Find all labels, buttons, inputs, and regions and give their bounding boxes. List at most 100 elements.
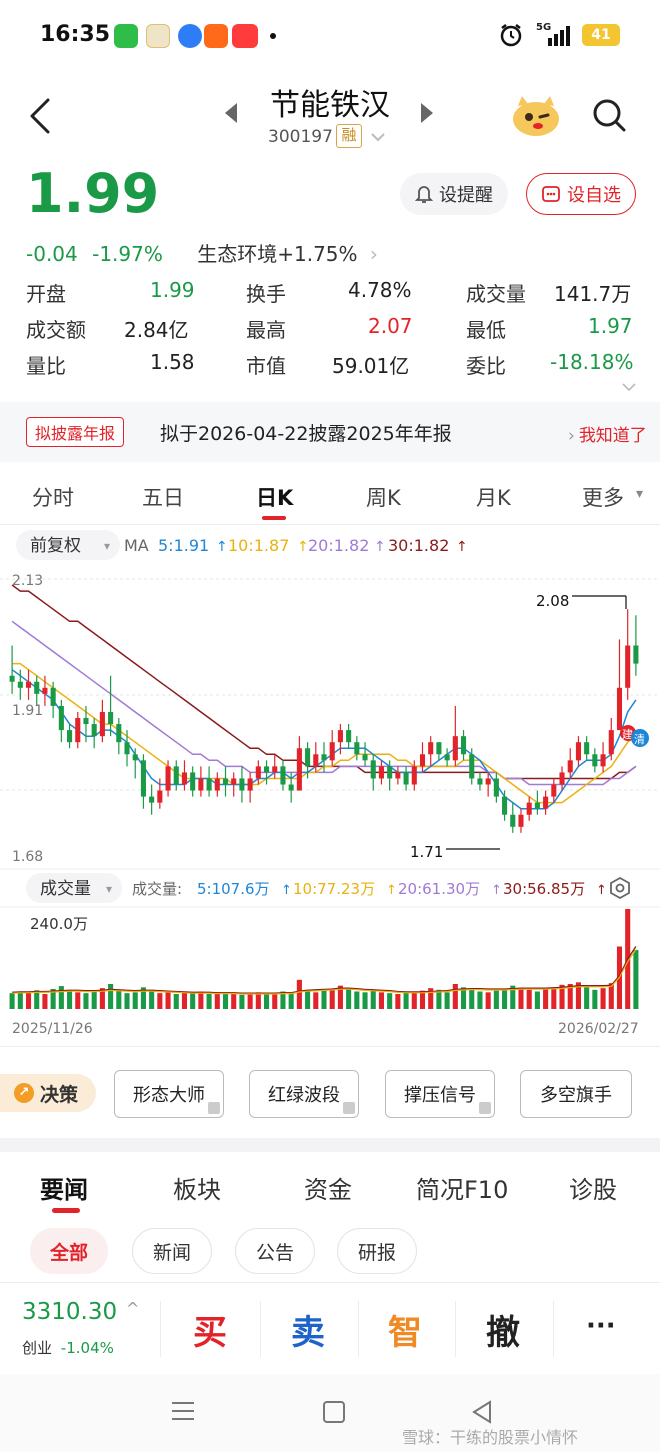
volume-legend-prefix: 成交量:	[132, 880, 182, 898]
chip-research[interactable]: 研报	[337, 1228, 417, 1274]
volume-dropdown[interactable]	[26, 873, 122, 903]
stat-value: 4.78%	[348, 278, 412, 302]
strategy-red-green-band[interactable]: 红绿波段	[249, 1070, 359, 1118]
up-arrow-icon: ↑	[386, 883, 397, 898]
candle-body	[428, 742, 434, 755]
stat-label: 成交额	[26, 318, 86, 342]
candle-body	[247, 778, 253, 791]
home-icon[interactable]	[322, 1400, 346, 1424]
current-price: 1.99	[26, 162, 160, 225]
search-icon[interactable]	[590, 96, 628, 134]
battery-icon: 41	[582, 24, 620, 46]
up-arrow-icon: ↑	[281, 883, 292, 898]
tab-five-day[interactable]: 五日	[142, 486, 184, 510]
candle-body	[551, 784, 557, 797]
vol30-legend: 30:56.85万	[503, 880, 585, 898]
ma5-legend: 5:1.91	[158, 536, 209, 555]
tab-more[interactable]: 更多	[582, 486, 624, 510]
tab-daily-k[interactable]: 日K	[256, 486, 294, 510]
build-position-label: 建	[622, 727, 633, 741]
candle-body	[403, 772, 409, 785]
strategy-support-pressure[interactable]: 撑压信号	[385, 1070, 495, 1118]
candle-body	[206, 778, 212, 791]
ma-label: MA	[124, 536, 149, 555]
settings-icon[interactable]	[610, 876, 630, 900]
volume-bar	[34, 990, 40, 1009]
set-alert-button[interactable]: 设提醒	[400, 173, 508, 215]
up-arrow-icon: ↑	[596, 883, 607, 898]
stat-value: 1.58	[150, 350, 195, 374]
chevron-down-icon[interactable]	[370, 131, 386, 143]
sell-button[interactable]: 卖	[291, 1313, 325, 1353]
back-button[interactable]	[24, 96, 60, 136]
volume-bar	[337, 985, 343, 1009]
tab-headlines[interactable]: 要闻	[40, 1176, 88, 1204]
prev-stock-icon[interactable]	[225, 103, 237, 123]
trade-action-bar: 3310.30 ^ 创业 -1.04% 买 卖 智 撤 ···	[0, 1282, 660, 1374]
more-menu-button[interactable]: ···	[586, 1311, 616, 1341]
tab-monthly-k[interactable]: 月K	[476, 486, 511, 510]
back-nav-icon[interactable]	[470, 1400, 494, 1424]
buy-button[interactable]: 买	[193, 1313, 227, 1353]
lock-icon	[479, 1102, 491, 1114]
mascot-icon[interactable]	[510, 92, 562, 138]
tab-diagnosis[interactable]: 诊股	[569, 1176, 617, 1204]
clear-position-badge[interactable]	[631, 729, 649, 747]
candle-body	[272, 766, 278, 773]
divider	[0, 1046, 660, 1047]
adjust-dropdown[interactable]	[16, 530, 120, 560]
annual-report-notice: 拟披露年报 拟于2026-04-22披露2025年年报 › 我知道了	[0, 402, 660, 462]
chip-all[interactable]: 全部	[30, 1228, 108, 1274]
add-watchlist-button[interactable]: 设自选	[526, 173, 636, 215]
volume-bar	[510, 985, 516, 1009]
lock-icon	[343, 1102, 355, 1114]
kline-chart[interactable]: 前复权 ▾ MA 5:1.91 ↑ 10:1.87 ↑ 20:1.82 ↑ 30…	[0, 525, 660, 1045]
candle-body	[460, 736, 467, 755]
tab-capital[interactable]: 资金	[304, 1176, 352, 1204]
decision-badge[interactable]: ↗ 决策	[0, 1074, 96, 1112]
stat-value: 2.07	[368, 314, 413, 338]
candle-body	[239, 778, 245, 791]
up-arrow-icon: ↑	[456, 539, 468, 555]
candle-body	[99, 711, 105, 737]
tab-intraday[interactable]: 分时	[32, 486, 74, 510]
volume-bar	[75, 992, 81, 1009]
volume-bar	[534, 991, 540, 1009]
volume-bar	[485, 992, 491, 1009]
dot-icon	[270, 33, 276, 39]
next-stock-icon[interactable]	[421, 103, 433, 123]
strategy-bull-bear-flag[interactable]: 多空旗手	[520, 1070, 632, 1118]
volume-bar	[460, 987, 467, 1009]
candle-body	[313, 754, 319, 767]
smart-trade-button[interactable]: 智	[388, 1313, 422, 1353]
expand-icon[interactable]	[622, 382, 636, 392]
volume-bar	[329, 989, 335, 1009]
notice-tag: 拟披露年报	[26, 417, 125, 447]
up-arrow-icon: ↑	[491, 883, 502, 898]
ma10-legend: 10:1.87	[228, 536, 289, 555]
volume-bar	[477, 991, 483, 1009]
volume-bar	[149, 989, 155, 1009]
chip-announcement[interactable]: 公告	[235, 1228, 315, 1274]
cancel-order-button[interactable]: 撤	[486, 1313, 520, 1353]
notice-dismiss-button[interactable]: › 我知道了	[568, 421, 647, 446]
candle-body	[567, 760, 573, 773]
candle-body	[173, 766, 179, 785]
candle-body	[255, 766, 261, 779]
tab-weekly-k[interactable]: 周K	[366, 486, 401, 510]
volume-bar	[428, 988, 434, 1009]
divider	[260, 1301, 261, 1357]
volume-bar	[493, 990, 499, 1009]
tab-f10[interactable]: 简况F10	[416, 1176, 509, 1204]
tab-sector[interactable]: 板块	[173, 1176, 221, 1204]
strategy-pattern-master[interactable]: 形态大师	[114, 1070, 224, 1118]
volume-bar	[518, 988, 524, 1009]
candle-body	[502, 796, 508, 815]
volume-ma-line	[12, 949, 637, 995]
menu-icon[interactable]	[170, 1400, 196, 1422]
sector-link[interactable]: 生态环境+1.75%	[197, 242, 358, 266]
candle-body	[231, 778, 237, 785]
candle-body	[280, 766, 286, 785]
chip-news[interactable]: 新闻	[132, 1228, 212, 1274]
app-icon	[178, 24, 202, 48]
